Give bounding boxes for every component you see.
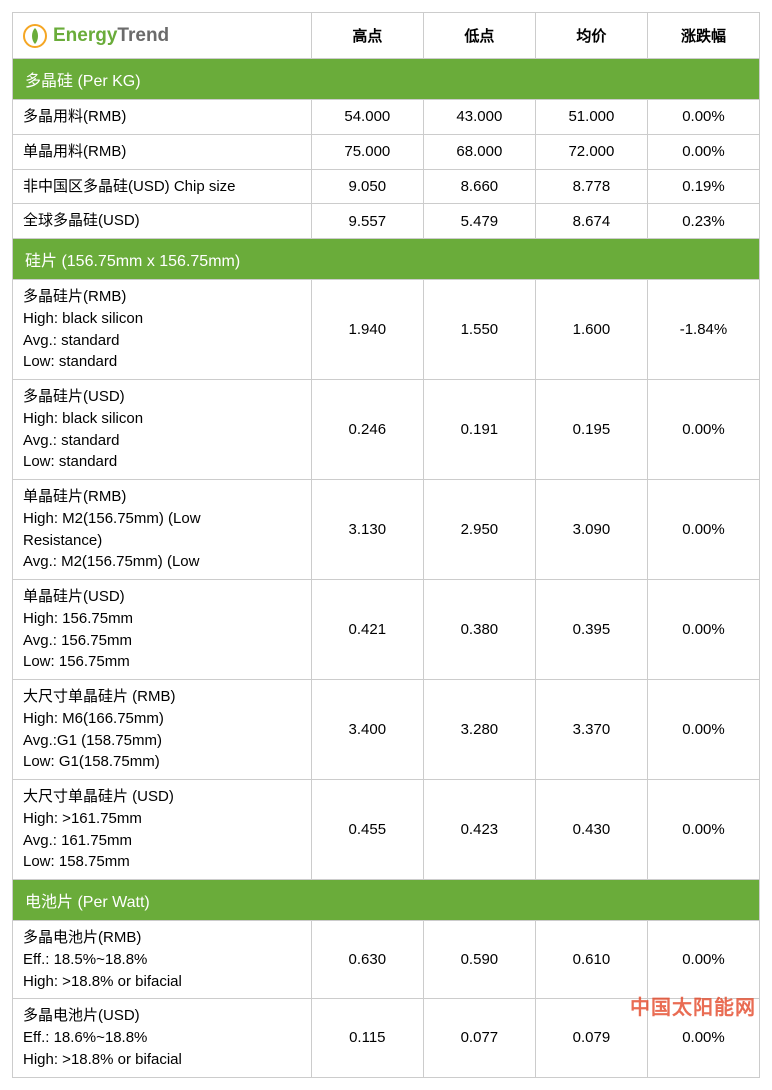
cell-high: 54.000 bbox=[311, 100, 423, 135]
table-row: 非中国区多晶硅(USD) Chip size9.0508.6608.7780.1… bbox=[13, 169, 760, 204]
brand-cell: EnergyTrend bbox=[13, 13, 312, 59]
cell-low: 8.660 bbox=[423, 169, 535, 204]
header-low: 低点 bbox=[423, 13, 535, 59]
cell-avg: 8.778 bbox=[535, 169, 647, 204]
table-row: 多晶电池片(USD) Eff.: 18.6%~18.8% High: >18.8… bbox=[13, 999, 760, 1077]
row-label: 多晶硅片(USD) High: black silicon Avg.: stan… bbox=[13, 380, 312, 480]
cell-avg: 51.000 bbox=[535, 100, 647, 135]
table-row: 多晶用料(RMB)54.00043.00051.0000.00% bbox=[13, 100, 760, 135]
cell-change: 0.00% bbox=[647, 134, 759, 169]
section-title: 多晶硅 (Per KG) bbox=[13, 59, 760, 100]
table-row: 大尺寸单晶硅片 (USD) High: >161.75mm Avg.: 161.… bbox=[13, 780, 760, 880]
cell-avg: 3.090 bbox=[535, 480, 647, 580]
section-title: 硅片 (156.75mm x 156.75mm) bbox=[13, 239, 760, 280]
table-body: 多晶硅 (Per KG)多晶用料(RMB)54.00043.00051.0000… bbox=[13, 59, 760, 1078]
row-label: 大尺寸单晶硅片 (USD) High: >161.75mm Avg.: 161.… bbox=[13, 780, 312, 880]
table-row: 全球多晶硅(USD)9.5575.4798.6740.23% bbox=[13, 204, 760, 239]
cell-change: 0.00% bbox=[647, 780, 759, 880]
cell-low: 5.479 bbox=[423, 204, 535, 239]
table-row: 多晶电池片(RMB) Eff.: 18.5%~18.8% High: >18.8… bbox=[13, 921, 760, 999]
row-label: 多晶电池片(RMB) Eff.: 18.5%~18.8% High: >18.8… bbox=[13, 921, 312, 999]
cell-change: 0.19% bbox=[647, 169, 759, 204]
row-label: 单晶硅片(RMB) High: M2(156.75mm) (Low Resist… bbox=[13, 480, 312, 580]
cell-avg: 0.195 bbox=[535, 380, 647, 480]
cell-low: 2.950 bbox=[423, 480, 535, 580]
cell-avg: 0.430 bbox=[535, 780, 647, 880]
cell-change: 0.00% bbox=[647, 580, 759, 680]
cell-high: 0.421 bbox=[311, 580, 423, 680]
cell-high: 0.630 bbox=[311, 921, 423, 999]
section-row: 多晶硅 (Per KG) bbox=[13, 59, 760, 100]
cell-avg: 0.395 bbox=[535, 580, 647, 680]
cell-change: 0.00% bbox=[647, 480, 759, 580]
price-table: EnergyTrend 高点 低点 均价 涨跌幅 多晶硅 (Per KG)多晶用… bbox=[12, 12, 760, 1078]
cell-low: 3.280 bbox=[423, 680, 535, 780]
header-change: 涨跌幅 bbox=[647, 13, 759, 59]
table-row: 单晶硅片(RMB) High: M2(156.75mm) (Low Resist… bbox=[13, 480, 760, 580]
cell-avg: 0.079 bbox=[535, 999, 647, 1077]
cell-high: 1.940 bbox=[311, 280, 423, 380]
cell-high: 75.000 bbox=[311, 134, 423, 169]
cell-high: 3.400 bbox=[311, 680, 423, 780]
cell-high: 9.557 bbox=[311, 204, 423, 239]
cell-change: 0.23% bbox=[647, 204, 759, 239]
row-label: 多晶硅片(RMB) High: black silicon Avg.: stan… bbox=[13, 280, 312, 380]
row-label: 大尺寸单晶硅片 (RMB) High: M6(166.75mm) Avg.:G1… bbox=[13, 680, 312, 780]
cell-change: 0.00% bbox=[647, 680, 759, 780]
row-label: 单晶用料(RMB) bbox=[13, 134, 312, 169]
table-row: 单晶硅片(USD) High: 156.75mm Avg.: 156.75mm … bbox=[13, 580, 760, 680]
cell-low: 0.191 bbox=[423, 380, 535, 480]
row-label: 单晶硅片(USD) High: 156.75mm Avg.: 156.75mm … bbox=[13, 580, 312, 680]
cell-high: 0.115 bbox=[311, 999, 423, 1077]
brand-part2: Trend bbox=[117, 25, 169, 46]
section-title: 电池片 (Per Watt) bbox=[13, 880, 760, 921]
table-row: 多晶硅片(RMB) High: black silicon Avg.: stan… bbox=[13, 280, 760, 380]
row-label: 多晶用料(RMB) bbox=[13, 100, 312, 135]
cell-change: 0.00% bbox=[647, 999, 759, 1077]
cell-high: 9.050 bbox=[311, 169, 423, 204]
cell-avg: 3.370 bbox=[535, 680, 647, 780]
cell-low: 0.380 bbox=[423, 580, 535, 680]
header-high: 高点 bbox=[311, 13, 423, 59]
table-row: 多晶硅片(USD) High: black silicon Avg.: stan… bbox=[13, 380, 760, 480]
header-row: EnergyTrend 高点 低点 均价 涨跌幅 bbox=[13, 13, 760, 59]
leaf-icon bbox=[23, 24, 47, 48]
cell-avg: 1.600 bbox=[535, 280, 647, 380]
brand-text: EnergyTrend bbox=[53, 25, 169, 47]
cell-high: 3.130 bbox=[311, 480, 423, 580]
cell-low: 43.000 bbox=[423, 100, 535, 135]
cell-low: 0.077 bbox=[423, 999, 535, 1077]
cell-change: 0.00% bbox=[647, 100, 759, 135]
cell-change: 0.00% bbox=[647, 380, 759, 480]
section-row: 硅片 (156.75mm x 156.75mm) bbox=[13, 239, 760, 280]
cell-avg: 8.674 bbox=[535, 204, 647, 239]
section-row: 电池片 (Per Watt) bbox=[13, 880, 760, 921]
cell-avg: 0.610 bbox=[535, 921, 647, 999]
row-label: 全球多晶硅(USD) bbox=[13, 204, 312, 239]
table-row: 单晶用料(RMB)75.00068.00072.0000.00% bbox=[13, 134, 760, 169]
row-label: 非中国区多晶硅(USD) Chip size bbox=[13, 169, 312, 204]
cell-change: -1.84% bbox=[647, 280, 759, 380]
header-avg: 均价 bbox=[535, 13, 647, 59]
cell-high: 0.246 bbox=[311, 380, 423, 480]
cell-low: 0.423 bbox=[423, 780, 535, 880]
brand-part1: Energy bbox=[53, 25, 117, 46]
cell-low: 68.000 bbox=[423, 134, 535, 169]
cell-low: 0.590 bbox=[423, 921, 535, 999]
cell-high: 0.455 bbox=[311, 780, 423, 880]
cell-low: 1.550 bbox=[423, 280, 535, 380]
cell-avg: 72.000 bbox=[535, 134, 647, 169]
row-label: 多晶电池片(USD) Eff.: 18.6%~18.8% High: >18.8… bbox=[13, 999, 312, 1077]
table-row: 大尺寸单晶硅片 (RMB) High: M6(166.75mm) Avg.:G1… bbox=[13, 680, 760, 780]
cell-change: 0.00% bbox=[647, 921, 759, 999]
